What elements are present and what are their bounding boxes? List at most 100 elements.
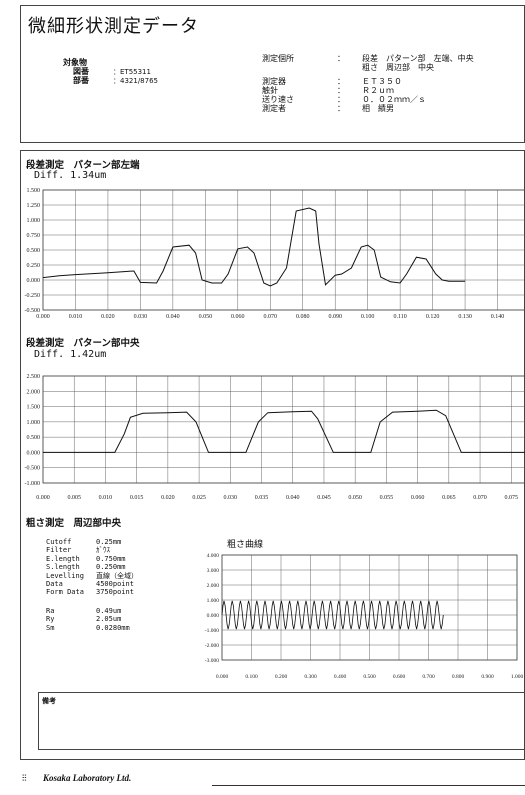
remarks-box	[38, 692, 525, 750]
x-tick-label: 0.015	[130, 495, 144, 501]
x-tick-label: 0.100	[361, 314, 375, 320]
footer-rule	[212, 785, 525, 786]
y-tick-label: -0.500	[25, 308, 41, 314]
param-row: Filter ｶﾞｳｽ	[46, 546, 176, 554]
section3-title: 粗さ測定 周辺部中央	[26, 518, 122, 529]
section2-title: 段差測定 パターン部中央	[26, 338, 140, 349]
x-tick-label: 0.120	[426, 314, 440, 320]
location-value-2: 粗さ 周辺部 中央	[362, 63, 434, 72]
chart-step-center: 2.500 2.000 1.500 1.000 0.500 0.000 -0.500 -1.0…	[25, 374, 525, 501]
result-row: Ry 2.05um	[46, 615, 176, 623]
y-tick-label: -0.250	[25, 293, 41, 299]
x-tick-label: 0.050	[199, 314, 213, 320]
param-value: 0.250mm	[96, 563, 126, 572]
x-tick-label: 0.040	[166, 314, 180, 320]
plot-area	[42, 375, 525, 484]
param-row: Data 4500point	[46, 580, 176, 588]
param-value: ｶﾞｳｽ	[96, 546, 110, 555]
x-tick-label: 0.070	[473, 495, 487, 501]
y-tick-label: 1.000	[27, 420, 41, 426]
x-tick-label: 0.090	[328, 314, 342, 320]
x-tick-label: 0.065	[442, 495, 456, 501]
x-tick-label: 0.200	[275, 674, 288, 680]
result-label: Ry	[46, 615, 55, 624]
x-tick-label: 0.020	[101, 314, 115, 320]
section2-diff: Diff. 1.42um	[34, 349, 107, 360]
x-tick-label: 0.000	[36, 314, 50, 320]
y-tick-label: 1.500	[27, 188, 41, 194]
x-tick-label: 0.000	[36, 495, 50, 501]
footer-company: Kosaka Laboratory Ltd.	[43, 773, 132, 783]
param-label: S.length	[46, 563, 80, 572]
x-tick-label: 1.000	[511, 674, 524, 680]
stylus-label: 触針	[262, 86, 278, 95]
y-tick-label: 1.250	[27, 203, 41, 209]
result-row: Ra 0.49um	[46, 607, 176, 615]
x-tick-label: 0.700	[422, 674, 435, 680]
param-row: Form Data 3750point	[46, 588, 176, 596]
param-row: E.length 0.750mm	[46, 555, 176, 563]
x-tick-label: 0.010	[99, 495, 113, 501]
param-list: Cutoff 0.25mm Filter ｶﾞｳｽ E.length 0.750mm …	[46, 538, 176, 632]
param-value: 4500point	[96, 579, 134, 588]
y-tick-label: 0.500	[27, 248, 41, 254]
y-tick-label: -1.000	[25, 481, 41, 487]
result-value: 0.49um	[96, 606, 122, 615]
param-label: Data	[46, 579, 63, 588]
y-tick-label: 0.500	[27, 435, 41, 441]
y-tick-label: -1.000	[205, 628, 219, 634]
series-line	[221, 600, 444, 630]
colon-instrument: ：	[337, 77, 345, 86]
y-tick-label: 0.000	[207, 613, 220, 619]
x-tick-label: 0.075	[505, 495, 519, 501]
x-tick-label: 0.110	[393, 314, 406, 320]
y-tick-label: 1.000	[27, 218, 41, 224]
part-no-label: 部番	[73, 76, 89, 85]
operator-value: 相 績男	[362, 104, 394, 113]
y-tick-label: 2.000	[27, 389, 41, 395]
x-tick-label: 0.060	[231, 314, 245, 320]
chart-roughness: 4.000 3.000 2.000 1.000 0.000 -1.000 -2.000 -3.…	[205, 553, 524, 680]
instrument-label: 測定器	[262, 77, 286, 86]
result-label: Sm	[46, 623, 55, 632]
x-tick-label: 0.025	[192, 495, 206, 501]
roughness-graph-title: 粗さ曲線	[227, 540, 264, 550]
result-row: Sm 0.0280mm	[46, 624, 176, 632]
colon-location: ：	[337, 54, 345, 63]
x-tick-label: 0.080	[296, 314, 310, 320]
speed-label: 送り速さ	[262, 95, 294, 104]
part-no-value: ：4321/8765	[113, 77, 158, 85]
y-tick-label: -2.000	[205, 643, 219, 649]
object-label: 対象物	[63, 58, 87, 67]
x-tick-label: 0.050	[348, 495, 362, 501]
param-value: 直線（全域）	[96, 571, 138, 580]
param-row: Levelling 直線（全域）	[46, 572, 176, 580]
param-value: 3750point	[96, 588, 134, 597]
y-tick-label: 0.750	[27, 233, 41, 239]
page-title: 微細形状測定データ	[28, 16, 199, 37]
param-row: S.length 0.250mm	[46, 563, 176, 571]
y-tick-label: 3.000	[207, 568, 220, 574]
x-tick-label: 0.900	[481, 674, 494, 680]
x-tick-label: 0.000	[216, 674, 229, 680]
colon-speed: ：	[337, 95, 345, 104]
param-label: Levelling	[46, 571, 84, 580]
drawing-no-label: 図番	[73, 67, 89, 76]
x-tick-label: 0.060	[411, 495, 425, 501]
x-tick-label: 0.005	[67, 495, 81, 501]
result-value: 2.05um	[96, 615, 122, 624]
y-tick-label: 0.000	[27, 278, 41, 284]
param-row: Cutoff 0.25mm	[46, 538, 176, 546]
series-line	[42, 207, 466, 287]
operator-label: 測定者	[262, 104, 286, 113]
y-tick-label: 2.000	[207, 583, 220, 589]
series-line	[43, 409, 525, 453]
colon-stylus: ：	[337, 86, 345, 95]
x-tick-label: 0.035	[255, 495, 269, 501]
stylus-value: Ｒ２ｕｍ	[362, 86, 394, 95]
location-label: 測定個所	[262, 54, 294, 63]
param-value: 0.750mm	[96, 554, 126, 563]
x-tick-label: 0.600	[393, 674, 406, 680]
remarks-label: 備考	[42, 697, 56, 705]
x-tick-label: 0.040	[286, 495, 300, 501]
